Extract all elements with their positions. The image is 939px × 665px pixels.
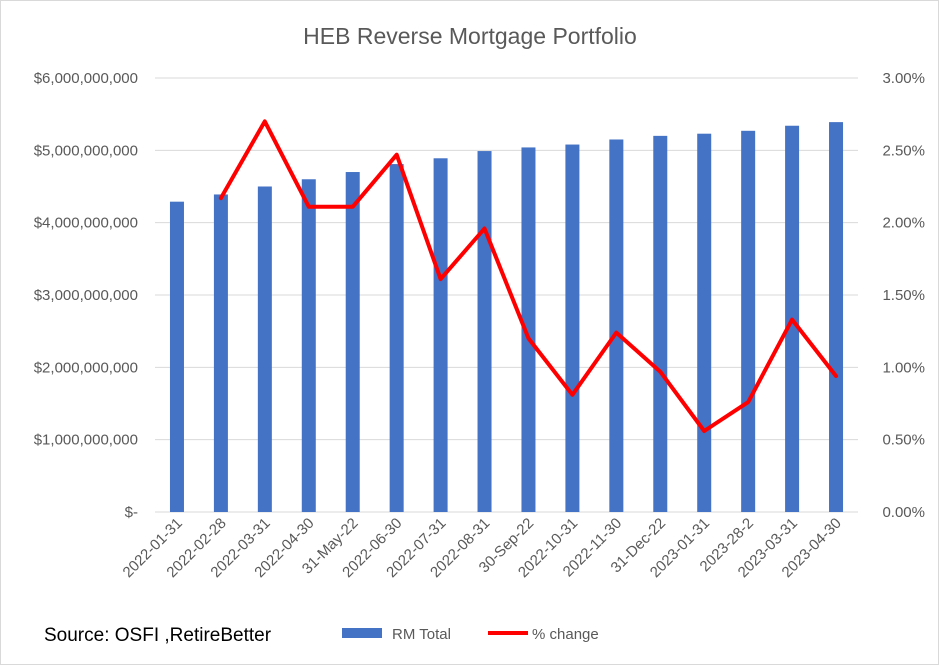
left-tick-label: $1,000,000,000 [34,432,138,449]
left-tick-label: $- [125,504,138,521]
bar [609,139,624,512]
right-tick-label: 2.50% [882,142,925,159]
bar [829,122,844,512]
right-tick-label: 1.50% [882,287,925,304]
bar [389,164,404,512]
bar-series [169,122,844,513]
x-axis-ticks: 2022-01-312022-02-282022-03-312022-04-30… [120,515,845,581]
bar [697,133,712,513]
legend-swatch-rm-total [342,628,382,638]
right-tick-label: 2.00% [882,215,925,232]
bar [653,135,668,512]
legend-label-rm-total: RM Total [392,626,451,643]
left-tick-label: $5,000,000,000 [34,142,138,159]
left-tick-label: $6,000,000,000 [34,70,138,87]
legend-label-pct-change: % change [532,626,599,643]
legend: RM Total % change [342,626,599,643]
right-tick-label: 0.00% [882,504,925,521]
right-tick-label: 0.50% [882,432,925,449]
bar [301,179,316,512]
pct-change-line [218,119,838,433]
left-tick-label: $3,000,000,000 [34,287,138,304]
bar [565,144,580,512]
bar [521,147,536,512]
bar [477,151,492,512]
gridlines [155,77,858,513]
left-tick-label: $4,000,000,000 [34,215,138,232]
left-axis-ticks: $- $1,000,000,000 $2,000,000,000 $3,000,000… [34,70,138,521]
source-note: Source: OSFI ,RetireBetter [44,625,272,646]
bar [345,172,360,513]
bar [213,194,228,512]
line-series [218,119,838,433]
left-tick-label: $2,000,000,000 [34,359,138,376]
bar [741,130,756,512]
right-tick-label: 3.00% [882,70,925,87]
bar [433,158,448,513]
chart-title: HEB Reverse Mortgage Portfolio [303,23,637,49]
right-axis-ticks: 0.00% 0.50% 1.00% 1.50% 2.00% 2.50% 3.00% [882,70,925,521]
right-tick-label: 1.00% [882,359,925,376]
bar [169,201,184,512]
bar [257,186,272,512]
